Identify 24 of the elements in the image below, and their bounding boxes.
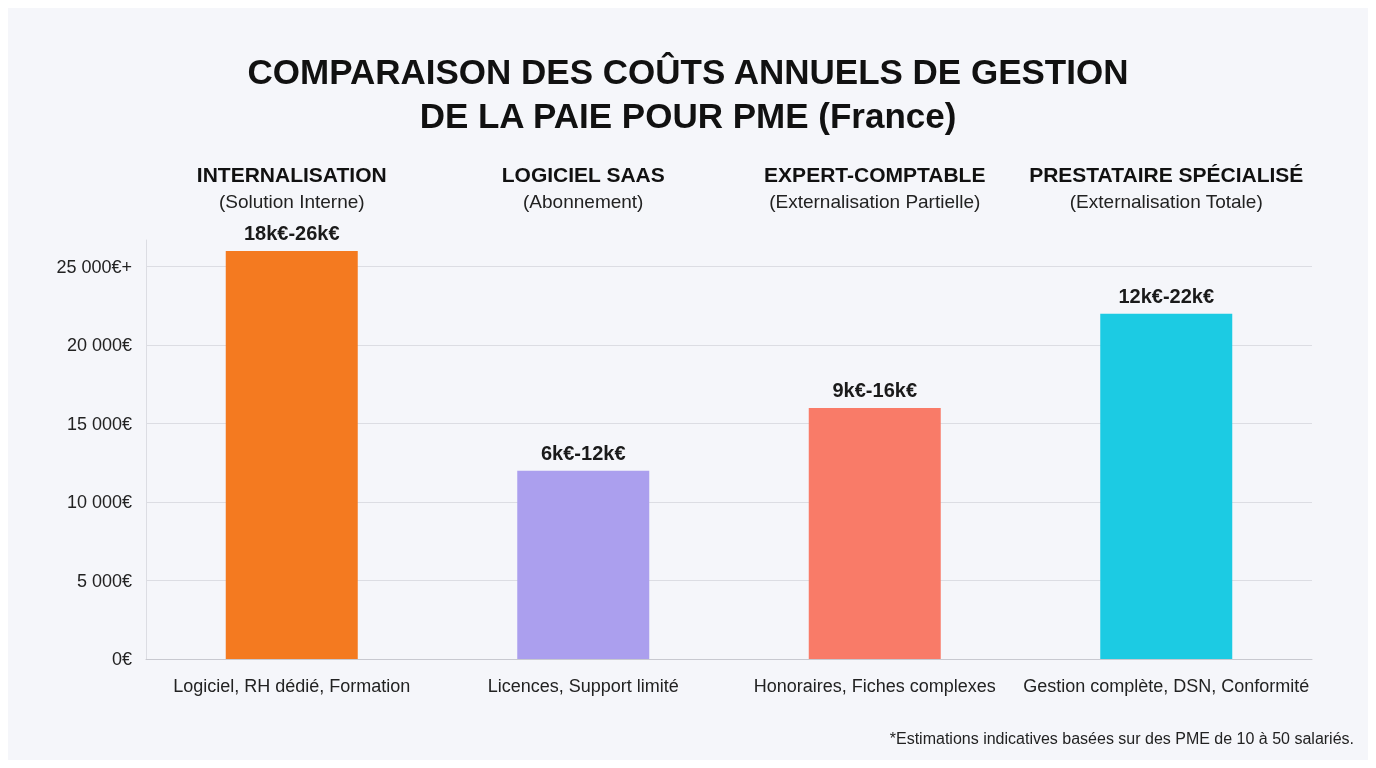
text: PRESTATAIRE SPÉCIALISÉ (Externalisation Totale) xyxy=(1029,162,1304,212)
bar xyxy=(225,250,358,659)
annotation: 18k€-26k€ xyxy=(243,221,340,244)
text: INTERNALISATION (Solution Interne) xyxy=(196,162,387,212)
x-tick-label: Honoraires, Fiches complexes xyxy=(753,676,996,696)
y-tick-label: 15 000€ xyxy=(66,413,132,434)
text: LOGICIEL SAAS (Abonnement) xyxy=(501,162,665,212)
bar xyxy=(808,407,941,659)
x-tick-label: Gestion complète, DSN, Conformité xyxy=(1023,676,1310,696)
y-tick-label: 25 000€+ xyxy=(56,256,132,277)
annotation: 6k€-12k€ xyxy=(540,441,626,464)
y-tick-label: 20 000€ xyxy=(66,335,132,356)
text: EXPERT-COMPTABLE (Externalisation Partielle) xyxy=(764,162,986,212)
y-tick-label: 5 000€ xyxy=(76,570,132,591)
annotation: 12k€-22k€ xyxy=(1118,284,1215,307)
annotation: 9k€-16k€ xyxy=(832,378,918,401)
x-tick-label: Licences, Support limité xyxy=(487,676,679,696)
x-tick-label: Logiciel, RH dédié, Formation xyxy=(173,676,411,696)
chart-title: COMPARAISON DES COÛTS ANNUELS DE GESTION DE LA PAIE POUR PME (France) xyxy=(247,51,1129,135)
bar xyxy=(517,470,650,659)
y-tick-label: 0€ xyxy=(111,649,132,669)
y-tick-label: 10 000€ xyxy=(66,492,132,513)
bar xyxy=(1100,313,1233,659)
text: *Estimations indicatives basées sur des PME de 10 à 50 salariés. xyxy=(889,729,1354,747)
